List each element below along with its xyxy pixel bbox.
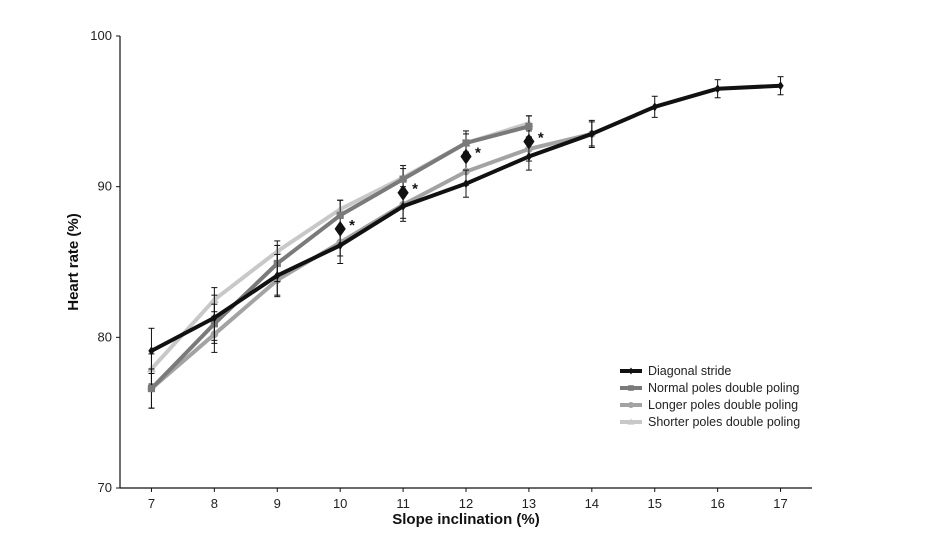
x-tick-label: 13 — [522, 496, 536, 511]
annotation-layer: * * * * — [334, 129, 544, 237]
y-tick-label: 80 — [98, 329, 112, 344]
x-tick-label: 15 — [647, 496, 661, 511]
y-tick-label: 70 — [98, 480, 112, 495]
y-tick-label: 90 — [98, 179, 112, 194]
data-point — [274, 271, 281, 281]
x-tick-label: 8 — [211, 496, 218, 511]
series-diagonal-stride — [148, 76, 784, 374]
legend-label: Normal poles double poling — [648, 381, 800, 395]
data-point — [525, 152, 533, 162]
data-point — [148, 346, 155, 356]
data-point — [399, 201, 407, 211]
data-point — [777, 81, 784, 91]
data-point — [462, 179, 470, 189]
legend-label: Diagonal stride — [648, 364, 731, 378]
x-tick-label: 16 — [710, 496, 724, 511]
data-point — [462, 139, 470, 147]
series-layer — [146, 76, 784, 409]
legend-label: Shorter poles double poling — [648, 415, 800, 429]
significance-label: * — [538, 129, 544, 146]
significance-marker — [334, 220, 346, 237]
data-point — [651, 102, 658, 112]
significance-marker — [523, 133, 535, 150]
data-point — [336, 211, 344, 219]
legend-swatch-marker — [628, 402, 634, 408]
significance-label: * — [475, 145, 481, 162]
x-axis-ticks: 7 8 9 10 11 12 13 14 15 16 17 — [148, 488, 788, 511]
significance-marker — [397, 184, 409, 201]
data-point — [588, 129, 595, 139]
x-tick-label: 7 — [148, 496, 155, 511]
data-point — [211, 313, 218, 323]
data-point — [714, 84, 721, 94]
x-tick-label: 11 — [396, 496, 410, 511]
data-point — [525, 122, 533, 130]
y-tick-label: 100 — [90, 28, 112, 43]
data-point — [147, 384, 156, 393]
legend-swatch-marker — [628, 385, 634, 391]
legend-label: Longer poles double poling — [648, 398, 798, 412]
legend-swatch-marker — [627, 418, 635, 425]
x-axis-title: Slope inclination (%) — [392, 511, 540, 528]
y-axis-title: Heart rate (%) — [65, 213, 82, 311]
series-line — [149, 83, 783, 353]
legend: Diagonal stride Normal poles double polin… — [620, 364, 800, 429]
significance-label: * — [349, 217, 355, 234]
x-tick-label: 12 — [459, 496, 473, 511]
data-point — [399, 175, 407, 183]
data-point — [337, 240, 344, 250]
significance-label: * — [412, 181, 418, 198]
legend-swatch-marker — [628, 367, 634, 375]
significance-marker — [460, 148, 472, 165]
series-line — [149, 131, 594, 391]
x-tick-label: 14 — [585, 496, 599, 511]
x-tick-label: 10 — [333, 496, 347, 511]
x-tick-label: 9 — [274, 496, 281, 511]
x-tick-label: 17 — [773, 496, 787, 511]
y-axis-ticks: 70 80 90 100 — [90, 28, 120, 495]
